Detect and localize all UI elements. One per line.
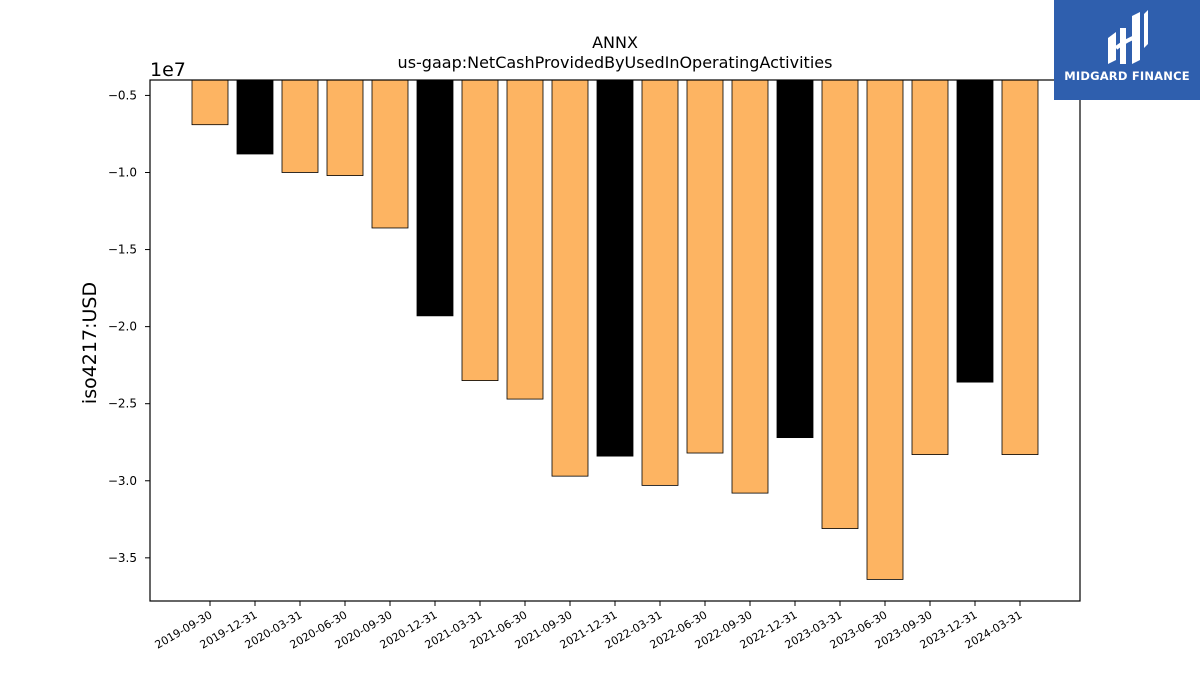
y-tick-label: −1.0 [108, 165, 137, 179]
bar-2021-09-30 [551, 79, 589, 477]
chart-title: ANNX [592, 33, 638, 52]
y-ticks-layer: −0.5 −1.0 −1.5 −2.0 −2.5 −3.0 −3.5 [108, 88, 150, 565]
y-axis-label: iso4217:USD [79, 282, 101, 404]
brand-name: MIDGARD FINANCE [1064, 69, 1190, 83]
bar-2021-03-31 [461, 79, 499, 381]
y-tick-label: −2.5 [108, 397, 137, 411]
bar-2023-12-31 [956, 79, 994, 383]
bar-2022-03-31 [641, 79, 679, 486]
bar-2020-03-31 [281, 79, 319, 173]
bar-2023-06-30 [866, 79, 904, 580]
bar-2021-12-31 [596, 79, 634, 457]
bar-2022-09-30 [731, 79, 769, 494]
bar-2021-06-30 [506, 79, 544, 400]
bars-layer [191, 79, 1039, 580]
y-tick-label: −1.5 [108, 243, 137, 257]
axes-frame [149, 79, 1081, 602]
bar-2024-03-31 [1001, 79, 1039, 455]
bar-2020-09-30 [371, 79, 409, 229]
y-tick-label: −3.5 [108, 551, 137, 565]
bar-2020-12-31 [416, 79, 454, 317]
bar-2022-12-31 [776, 79, 814, 439]
bar-2019-09-30 [191, 79, 229, 126]
chart-subtitle: us-gaap:NetCashProvidedByUsedInOperating… [398, 53, 833, 72]
bar-2023-09-30 [911, 79, 949, 455]
midgard-logo-icon [1108, 10, 1148, 64]
y-axis-multiplier: 1e7 [150, 59, 186, 81]
y-tick-label: −2.0 [108, 320, 137, 334]
bar-2023-03-31 [821, 79, 859, 529]
bar-2020-06-30 [326, 79, 364, 176]
bar-2019-12-31 [236, 79, 274, 155]
y-tick-label: −0.5 [108, 88, 137, 102]
midgard-finance-logo: MIDGARD FINANCE [1054, 0, 1200, 100]
bar-2022-06-30 [686, 79, 724, 454]
x-ticks-layer: 2019-09-302019-12-312020-03-312020-06-30… [153, 601, 1025, 652]
y-tick-label: −3.0 [108, 474, 137, 488]
